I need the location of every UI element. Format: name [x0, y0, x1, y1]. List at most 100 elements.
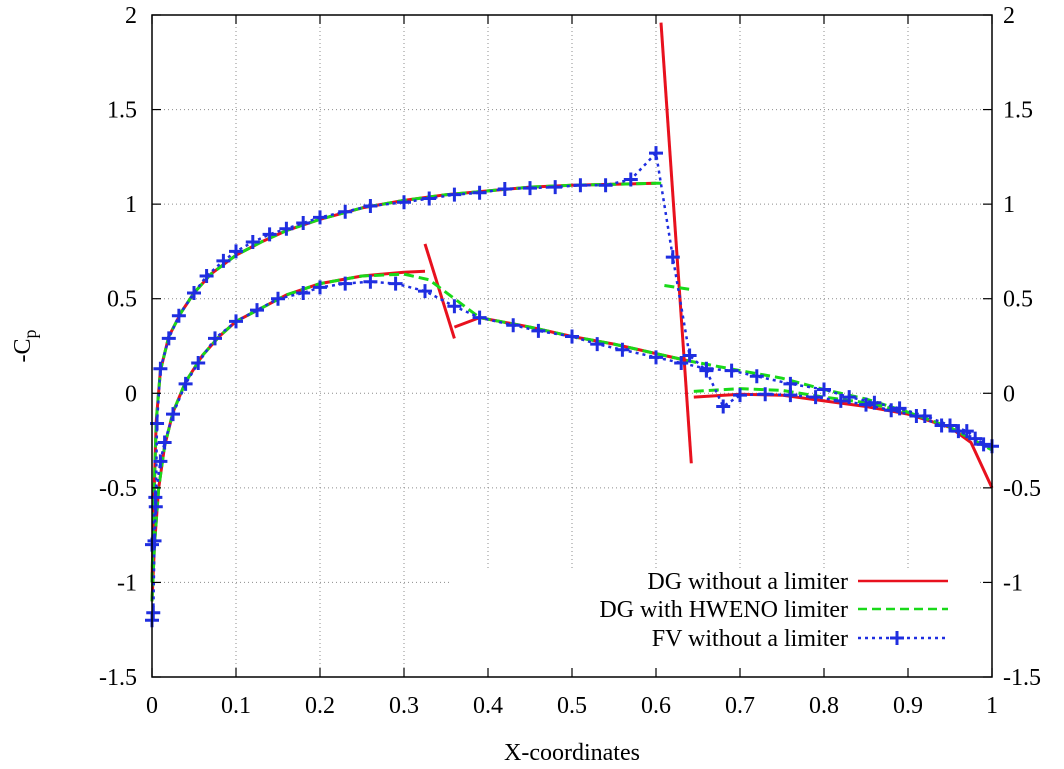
series-line [659, 22, 693, 464]
x-tick-label: 0.5 [557, 693, 587, 719]
data-point [422, 191, 437, 206]
data-point [917, 408, 932, 423]
data-point [296, 286, 311, 301]
tick-marks [151, 14, 993, 678]
data-point [191, 356, 206, 371]
data-point [229, 314, 243, 329]
y-tick-label-right: 1.5 [1003, 98, 1033, 124]
data-point [943, 418, 957, 433]
x-tick-label: 0.4 [473, 693, 503, 719]
data-point [976, 437, 991, 452]
x-tick-label: 0.3 [389, 693, 419, 719]
legend-label-fv: FV without a limiter [652, 626, 848, 652]
data-point [959, 424, 974, 439]
series-2 [150, 181, 993, 602]
data-point [313, 210, 327, 225]
data-point [649, 146, 663, 161]
data-point [506, 318, 521, 333]
data-point [166, 407, 180, 422]
data-point [497, 182, 512, 197]
series-3 [145, 146, 999, 628]
data-point [649, 350, 663, 365]
y-tick-label-right: 2 [1003, 3, 1015, 29]
data-point [262, 227, 277, 242]
y-tick-label: -0.5 [99, 476, 137, 502]
data-point [859, 397, 873, 412]
data-point [565, 329, 579, 344]
data-point [724, 363, 739, 378]
data-point [296, 216, 311, 231]
data-point [338, 276, 353, 291]
data-point [783, 376, 798, 391]
legend-background [450, 568, 980, 668]
data-point [472, 185, 487, 200]
data-point [716, 399, 731, 414]
data-point [867, 395, 882, 410]
data-point [590, 337, 605, 352]
series-line [150, 269, 426, 602]
x-tick-label: 0.2 [305, 693, 335, 719]
x-tick-label: 0.9 [893, 693, 923, 719]
data-point [245, 234, 260, 249]
data-point [749, 369, 764, 384]
y-tick-label-right: 0.5 [1003, 287, 1033, 313]
data-point [338, 204, 353, 219]
y-tick-label: 0 [125, 381, 137, 407]
data-point [682, 348, 697, 363]
data-point [187, 286, 201, 301]
y-tick-label: -1.5 [99, 665, 137, 691]
data-point [623, 172, 638, 187]
series-layer [145, 22, 999, 628]
data-point [229, 244, 243, 259]
data-point [447, 187, 462, 202]
y-tick-label: 2 [125, 3, 137, 29]
y-tick-label: 1.5 [107, 98, 137, 124]
legend-label-hweno: DG with HWENO limiter [599, 597, 848, 623]
data-point [531, 323, 546, 338]
y-tick-label-right: 0 [1003, 381, 1015, 407]
data-point [808, 390, 823, 405]
y-axis-label-subscript: p [20, 330, 40, 339]
tick-labels: 0 0.1 0.2 0.3 0.4 0.5 0.6 0.7 0.8 0.9 1-1.5 -1.5-1-… [99, 3, 1041, 719]
data-point [548, 180, 563, 195]
y-tick-label-right: 1 [1003, 192, 1015, 218]
data-point [157, 435, 172, 450]
y-tick-label-right: -1 [1003, 570, 1023, 596]
data-point [148, 490, 163, 505]
x-tick-label: 0.1 [221, 693, 251, 719]
data-point [250, 303, 264, 318]
data-point [758, 387, 773, 402]
data-point [146, 605, 161, 620]
series-line [150, 151, 993, 621]
legend-label-dg: DG without a limiter [647, 569, 848, 595]
series-line [664, 284, 690, 291]
series-line [150, 280, 985, 545]
data-point [161, 331, 176, 346]
data-point [447, 299, 462, 314]
data-point [153, 454, 168, 469]
x-tick-label: 0 [146, 693, 158, 719]
series-line [423, 243, 456, 339]
x-tick-label: 0.6 [641, 693, 671, 719]
y-axis-label-main: -C [10, 339, 36, 363]
data-point [178, 376, 193, 391]
data-point [833, 393, 848, 408]
y-tick-label-right: -1.5 [1003, 665, 1041, 691]
data-point [665, 250, 680, 265]
data-point [397, 195, 411, 210]
legend: DG without a limiter DG with HWENO limit… [450, 568, 980, 668]
x-tick-label: 0.8 [809, 693, 839, 719]
data-point [615, 342, 630, 357]
data-point [733, 388, 747, 403]
y-tick-label: 1 [125, 192, 137, 218]
data-point [573, 178, 588, 193]
series-line [150, 181, 665, 583]
data-point [388, 276, 403, 291]
data-point [363, 274, 378, 289]
legend-marker-fv [890, 631, 904, 645]
data-point [208, 331, 222, 346]
data-point [598, 178, 613, 193]
x-axis-label: X-coordinates [504, 740, 640, 766]
data-point [699, 361, 714, 376]
x-tick-label: 1 [986, 693, 998, 719]
